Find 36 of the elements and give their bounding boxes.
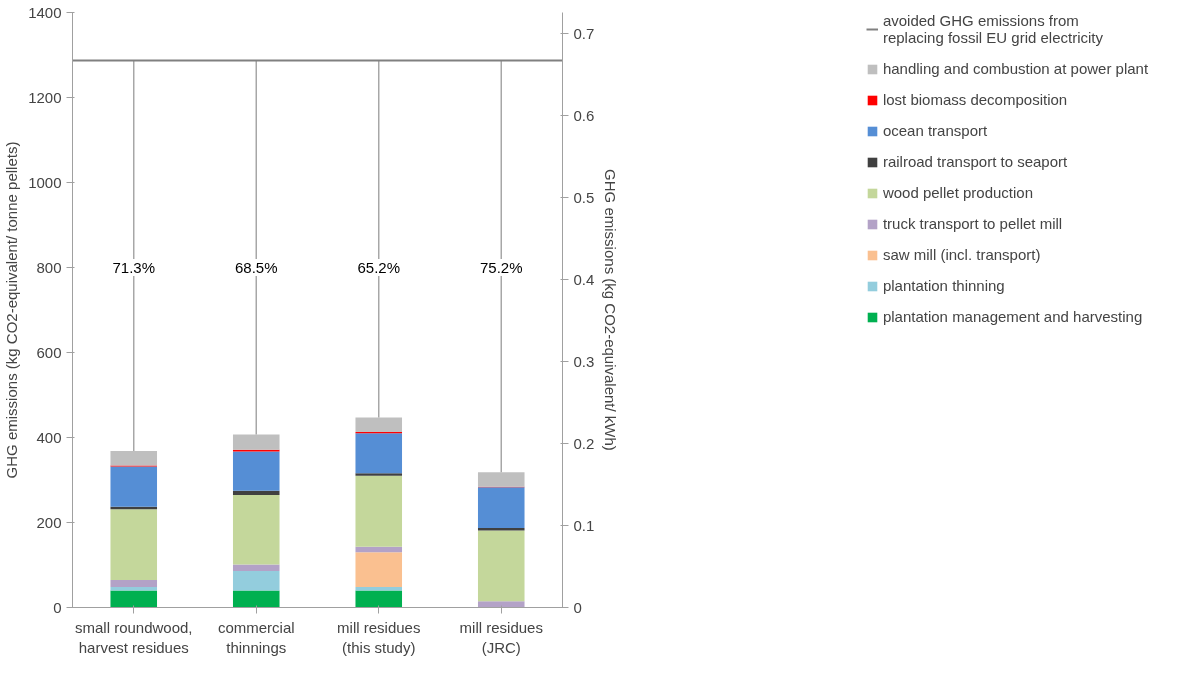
annotation: 71.3%	[112, 259, 156, 276]
legend-label: railroad transport to seaport	[882, 153, 1068, 170]
legend-label: wood pellet production	[882, 184, 1034, 201]
x-tick-label: mill residues (JRC)	[459, 618, 543, 656]
legend-label: avoided GHG emissions from replacing fossil EU grid electricity	[882, 12, 1103, 46]
y2-tick-label: 0.6	[573, 106, 595, 124]
y-tick-label: 0	[53, 598, 62, 616]
legend-label: lost biomass decomposition	[882, 91, 1068, 108]
x-tick-label: small roundwood, harvest residues	[74, 618, 193, 656]
y2-tick-label: 0.2	[573, 434, 595, 452]
y-tick-label: 1000	[28, 173, 62, 191]
legend-label: truck transport to pellet mill	[882, 215, 1063, 232]
legend-label: plantation management and harvesting	[882, 308, 1143, 325]
y-tick-label: 200	[36, 513, 62, 531]
y-tick-label: 800	[36, 258, 62, 276]
annotation: 65.2%	[357, 259, 401, 276]
legend-label: ocean transport	[882, 122, 988, 139]
y2-tick-label: 0.7	[573, 24, 595, 42]
legend-label: plantation thinning	[882, 277, 1005, 294]
y-tick-label: 1400	[28, 3, 62, 21]
legend-label: saw mill (incl. transport)	[882, 246, 1041, 263]
x-tick-label: mill residues (this study)	[337, 618, 421, 656]
y2-tick-label: 0.1	[573, 516, 595, 534]
x-tick-label: commercial thinnings	[217, 618, 295, 656]
y2-tick-label: 0.4	[573, 270, 595, 288]
annotation: 75.2%	[479, 259, 523, 276]
y-tick-label: 600	[36, 343, 62, 361]
y-axis-title: GHG emissions (kg CO2-equivalent/ tonne pellets)	[3, 141, 21, 479]
legend-label: handling and combustion at power plant	[882, 60, 1149, 77]
y2-tick-label: 0	[573, 598, 582, 616]
annotation: 68.5%	[234, 259, 278, 276]
y2-axis-title: GHG emissions (kg CO2-equivalent/ kWh)	[602, 169, 620, 451]
y-tick-label: 1200	[28, 88, 62, 106]
y2-tick-label: 0.5	[573, 188, 595, 206]
y2-tick-label: 0.3	[573, 352, 595, 370]
y-tick-label: 400	[36, 428, 62, 446]
